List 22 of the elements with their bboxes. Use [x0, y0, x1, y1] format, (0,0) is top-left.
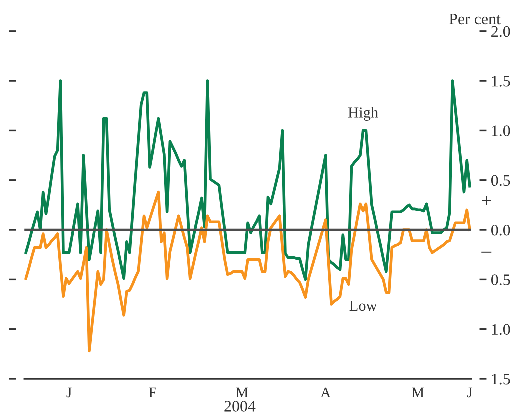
series-label: Low — [350, 300, 378, 312]
y-tick-label: 1.5 — [492, 76, 510, 87]
text: + — [482, 196, 492, 206]
line-series — [24, 190, 472, 353]
y-tick-label: 1.0 — [492, 126, 510, 136]
y-axis-title: Per cent — [450, 14, 501, 25]
x-axis-title: 2004 — [224, 401, 256, 412]
y-tick-label: 0.5 — [491, 274, 510, 286]
y-tick-label: 2.0 — [492, 26, 510, 38]
y-tick-label: 0.5 — [491, 175, 510, 186]
x-tick-label: M — [412, 388, 424, 398]
x-tick-label: A — [320, 388, 332, 398]
series-label: High — [348, 107, 378, 121]
y-tick-label: 1.0 — [492, 324, 510, 336]
x-tick-label: F — [149, 388, 156, 398]
y-tick-label: 1.5 — [492, 374, 510, 385]
x-tick-label: J — [66, 388, 72, 398]
x-tick-label: M — [236, 388, 248, 398]
text: – — [482, 252, 492, 253]
line-series — [24, 80, 472, 282]
x-tick-label: J — [467, 388, 473, 398]
y-tick-label: 0.0 — [491, 224, 510, 236]
